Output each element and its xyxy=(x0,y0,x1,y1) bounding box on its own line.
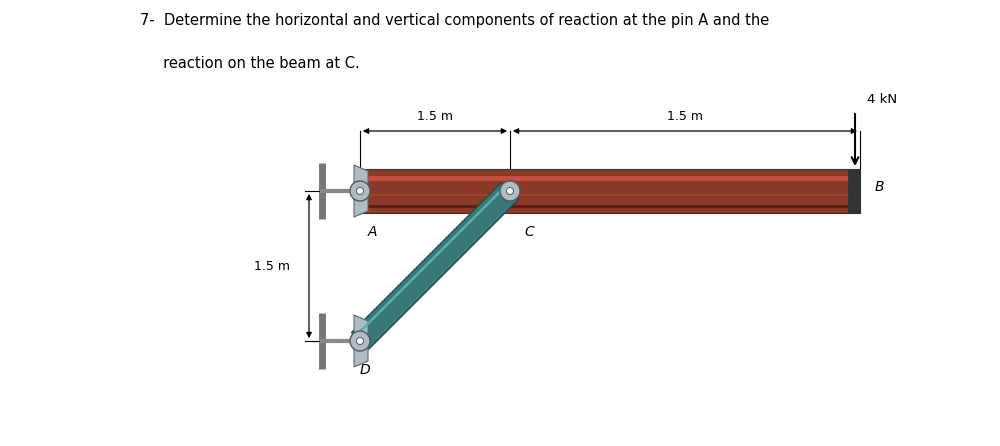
Text: reaction on the beam at C.: reaction on the beam at C. xyxy=(140,56,360,71)
Polygon shape xyxy=(354,165,368,217)
Text: 1.5 m: 1.5 m xyxy=(254,260,290,273)
Polygon shape xyxy=(352,182,518,350)
Circle shape xyxy=(500,181,520,201)
Circle shape xyxy=(356,338,364,344)
Text: 1.5 m: 1.5 m xyxy=(667,110,703,123)
Text: B: B xyxy=(875,180,885,194)
Text: C: C xyxy=(524,225,534,239)
FancyBboxPatch shape xyxy=(848,169,860,213)
Polygon shape xyxy=(354,315,368,367)
Text: 1.5 m: 1.5 m xyxy=(417,110,453,123)
Text: A: A xyxy=(368,225,378,239)
Text: 7-  Determine the horizontal and vertical components of reaction at the pin A an: 7- Determine the horizontal and vertical… xyxy=(140,13,769,29)
Circle shape xyxy=(356,187,364,194)
Circle shape xyxy=(350,181,370,201)
Circle shape xyxy=(350,331,370,351)
Text: 4 kN: 4 kN xyxy=(867,93,897,106)
Circle shape xyxy=(506,187,514,194)
Text: D: D xyxy=(360,363,370,377)
FancyBboxPatch shape xyxy=(360,169,860,213)
